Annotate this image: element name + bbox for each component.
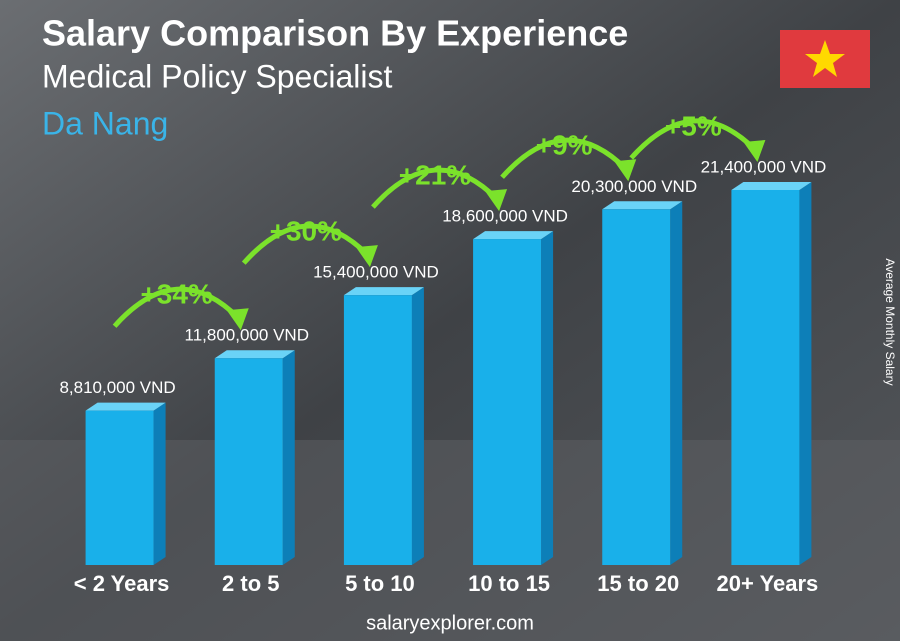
bar [731,190,800,565]
change-label: +5% [665,110,722,141]
bar [85,410,154,565]
bar-top [85,402,166,411]
bar-top [343,287,424,296]
chart-subtitle: Medical Policy Specialist [42,58,392,94]
bar-side [670,201,683,565]
bar [602,209,671,565]
value-label: 20,300,000 VND [571,177,697,196]
y-axis-label: Average Monthly Salary [883,258,897,385]
bar-side [411,287,424,565]
change-label: +21% [399,159,471,190]
change-arrowhead [485,189,508,212]
bar [214,358,283,565]
x-tick-label: 10 to 15 [468,571,550,596]
bar-top [214,350,295,359]
bar [343,295,412,565]
value-label: 18,600,000 VND [442,207,568,226]
change-label: +30% [270,216,342,247]
change-arrow [112,286,241,328]
bar-side [541,231,554,565]
change-arrow [629,118,758,160]
change-arrow [500,137,629,179]
value-label: 15,400,000 VND [313,263,439,282]
flag-star [805,40,845,77]
value-label: 11,800,000 VND [185,326,309,345]
bar [473,239,542,565]
bar-side [282,350,295,565]
x-tick-label: 2 to 5 [222,571,279,596]
change-arrow [371,167,499,209]
x-tick-label: 15 to 20 [597,571,679,596]
flag [780,30,870,88]
change-label: +34% [140,279,212,310]
bar-side [799,182,812,565]
change-label: +9% [536,130,593,161]
bar-side [153,402,166,565]
bar-top [602,201,683,210]
bar-top [473,231,554,240]
x-tick-label: 5 to 10 [345,571,415,596]
change-arrowhead [355,245,378,268]
change-arrowhead [226,308,249,331]
location: Da Nang [42,105,168,141]
change-arrowhead [614,159,637,182]
chart-title: Salary Comparison By Experience [42,13,628,54]
x-tick-label: 20+ Years [717,571,819,596]
change-arrow [241,223,370,265]
value-label: 21,400,000 VND [701,157,827,176]
value-label: 8,810,000 VND [59,378,175,397]
bar-top [731,182,812,190]
change-arrowhead [743,140,766,162]
footer: salaryexplorer.com [366,612,534,634]
x-tick-label: < 2 Years [74,571,170,596]
